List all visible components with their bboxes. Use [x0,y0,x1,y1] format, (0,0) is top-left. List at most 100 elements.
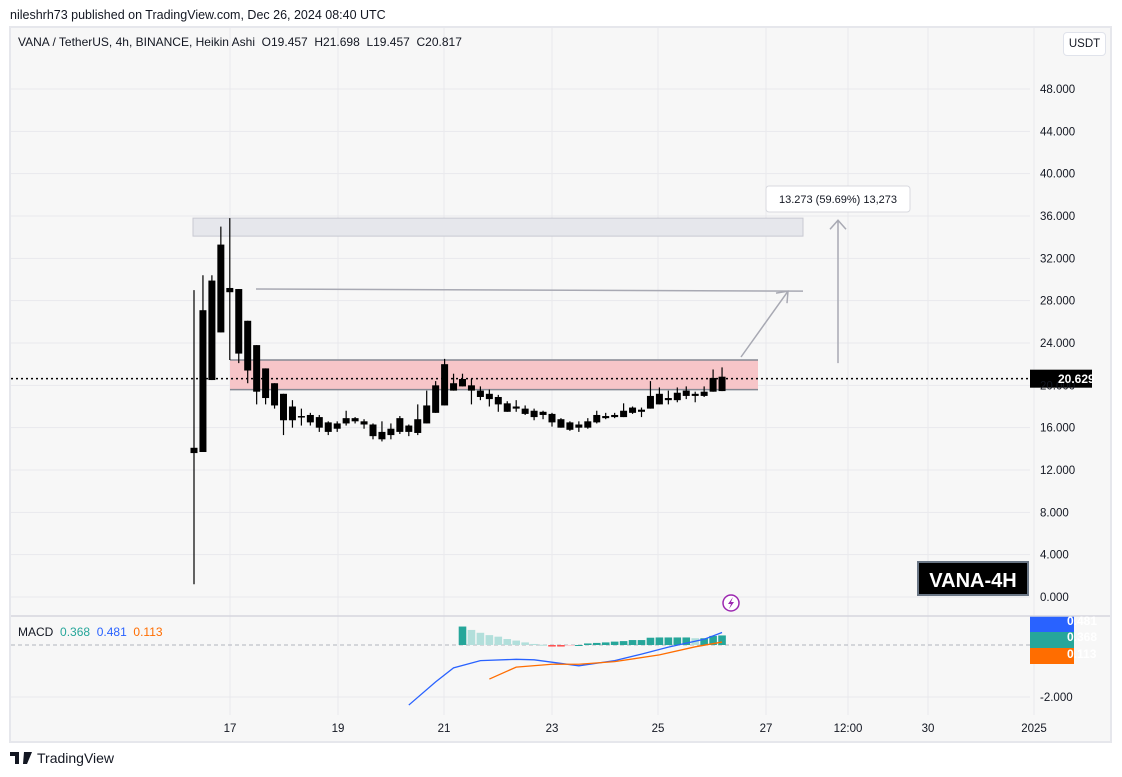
macd-axis-hist: 0.368 [1067,630,1097,644]
candle-body [611,414,619,418]
candle-body [584,421,592,428]
y-tick-label: 0.000 [1040,592,1069,604]
macd-y-tick: -2.000 [1040,692,1073,704]
macd-histogram-bar [503,639,512,645]
axes: 48.000 44.000 40.000 36.000 32.000 28.000 24.0… [11,84,1110,735]
candle-body [244,320,252,371]
candle-body [199,310,207,453]
candle-body [575,424,583,428]
macd-hist-value: 0.368 [60,625,91,639]
candle-body [387,428,395,436]
macd-histogram-bar [601,642,610,645]
publisher-caption: nileshrh73 published on TradingView.com,… [10,8,386,22]
ohlc-low: L19.457 [366,35,410,49]
x-tick-label: 27 [760,723,773,735]
y-tick-label: 12.000 [1040,465,1075,477]
macd-histogram-bar [673,637,682,645]
hist-axis-badge [1030,632,1074,648]
y-tick-label: 20.000 [1040,380,1075,392]
measure-arrow [829,219,847,364]
candle-body [315,417,323,428]
macd-histogram-bar [664,637,673,645]
y-tick-label: 36.000 [1040,211,1075,223]
candle-body [700,391,708,396]
candle-body [396,418,404,432]
macd-histogram-bar [619,641,628,645]
candle-body [306,414,314,423]
x-tick-label: 21 [438,723,451,735]
resistance-zone [192,217,804,237]
candle-body [405,425,413,432]
projection-arrow [740,290,789,358]
x-tick-label: 23 [546,723,559,735]
candle-body [369,424,377,437]
candle-body [691,393,699,396]
candle-body [485,393,493,400]
symbol-legend: VANA / TetherUS, 4h, BINANCE, Heikin Ash… [18,35,462,49]
candle-body [235,289,243,354]
candle-body [620,410,628,418]
macd-histogram-bar [458,626,467,645]
y-tick-label: 8.000 [1040,507,1069,519]
tradingview-brand: TradingView [37,750,115,766]
candle-body [673,392,681,401]
candle-body [297,416,305,418]
y-tick-label: 28.000 [1040,296,1075,308]
candle-body [476,390,484,397]
x-tick-label: 17 [224,723,237,735]
y-tick-label: 48.000 [1040,84,1075,96]
candle-body [709,377,717,392]
candle-body [646,395,654,409]
candle-body [467,385,475,391]
symbol-name: VANA / TetherUS, 4h, BINANCE, Heikin Ash… [18,35,255,49]
ohlc-high: H21.698 [314,35,360,49]
macd-histogram-bar [610,641,619,645]
macd-axis-badge [1030,616,1074,632]
candle-body [342,418,350,424]
macd-histogram-bar [628,640,637,645]
signal-axis-badge [1030,648,1074,664]
macd-line-value: 0.481 [96,625,127,639]
candle-body [629,407,637,413]
candle-body [351,418,359,422]
candle-body [414,419,422,433]
macd-histogram-bar [584,643,592,645]
candles [190,218,726,585]
macd-histogram-bar [709,635,717,645]
currency-button[interactable]: USDT [1063,32,1106,56]
macd-line [408,631,723,706]
target-line [255,288,804,292]
drawings [11,185,1092,612]
candle-body [324,422,332,432]
x-tick-label: 30 [922,723,935,735]
y-tick-label: 32.000 [1040,253,1075,265]
breakout-zone [230,359,758,390]
macd-histogram-bar [566,645,574,647]
candle-body [548,413,556,423]
candle-body [217,244,225,333]
macd-histogram-bar [592,642,601,645]
macd-histogram-bar [655,637,664,645]
macd-histogram-bar [476,632,485,645]
tradingview-logo[interactable]: TradingView [10,750,114,766]
macd-histogram-bar [718,635,726,645]
candle-body [450,383,458,391]
macd-histogram-bar [539,644,547,646]
macd-histogram-bar [637,640,646,645]
x-tick-label: 12:00 [834,723,863,735]
candle-body [432,385,440,413]
candle-body [655,393,663,405]
candle-body [682,390,690,396]
macd-histogram-bar [494,636,503,645]
macd-histogram-bar [700,638,708,645]
candle-body [521,408,529,414]
watermark-label: VANA-4H [929,570,1016,592]
tradingview-logo-icon [10,752,32,764]
macd-histogram-bar [512,640,520,645]
y-tick-label: 24.000 [1040,338,1075,350]
macd-histogram-bar [575,645,583,646]
macd-legend: MACD 0.368 0.481 0.113 [18,625,163,639]
signal-line [489,641,723,680]
x-tick-label: 25 [652,723,665,735]
